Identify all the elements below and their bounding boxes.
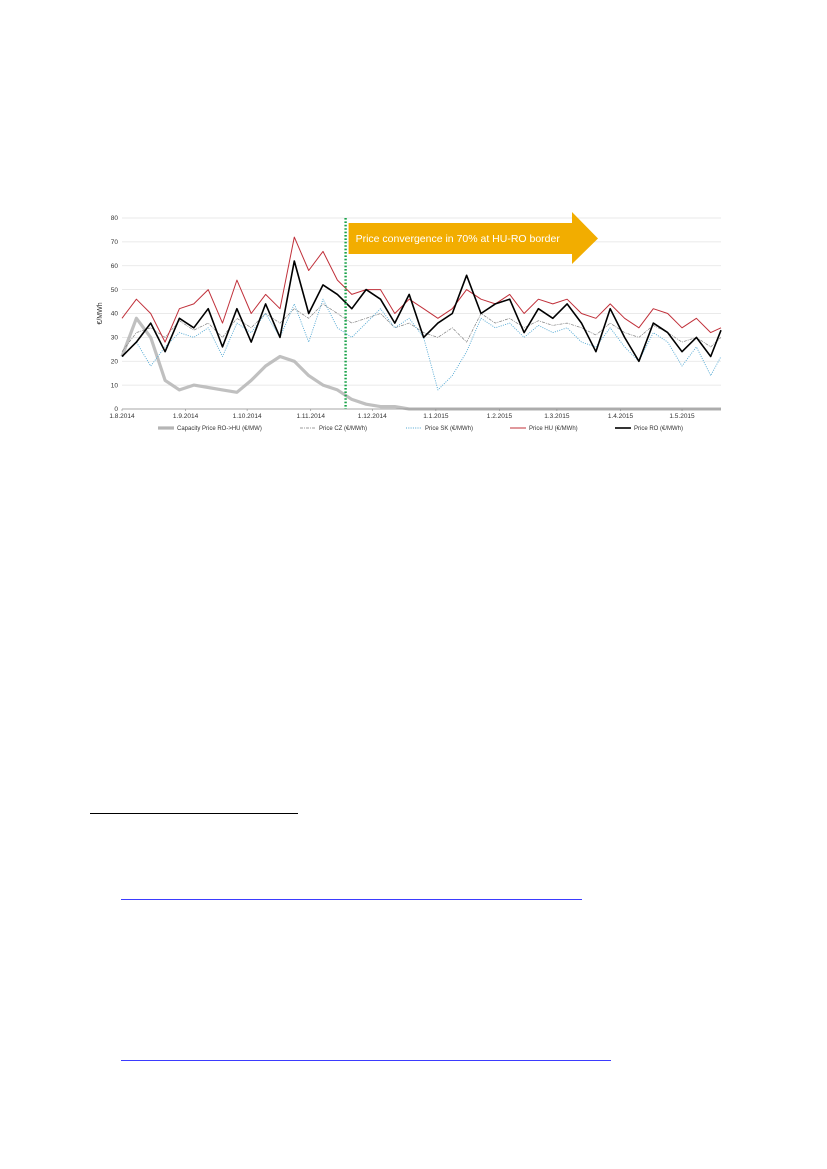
- axes: 0 10 20 30 40 50 60 70 80 1.8.2014 1.9.2014 1.10.20…: [109, 215, 721, 420]
- x-tick-label: 1.11.2014: [297, 413, 326, 420]
- legend-label-ro: Price RO (€/MWh): [634, 426, 683, 432]
- x-tick-label: 1.2.2015: [487, 413, 513, 420]
- x-tick-label: 1.3.2015: [544, 413, 570, 420]
- y-tick-label: 50: [111, 287, 119, 294]
- y-tick-label: 0: [114, 406, 118, 413]
- legend-label-cz: Price CZ (€/MWh): [319, 426, 367, 432]
- legend-label-capacity: Capacity Price RO->HU (€/MW): [177, 426, 262, 432]
- series-layer: [120, 236, 722, 411]
- y-tick-label: 20: [111, 358, 119, 365]
- x-tick-label: 1.5.2015: [669, 413, 695, 420]
- banner-arrow-shape: [348, 212, 598, 264]
- y-axis-label: €/MWh: [97, 302, 104, 324]
- series-line-hu: [121, 236, 722, 343]
- x-tick-label: 1.1.2015: [423, 413, 449, 420]
- legend: Capacity Price RO->HU (€/MW) Price CZ (€/…: [158, 426, 683, 432]
- footnote-link-1[interactable]: [121, 899, 582, 900]
- series-line-ro: [121, 260, 722, 363]
- convergence-annotation: Price convergence in 70% at HU-RO border: [356, 233, 561, 245]
- x-tick-label: 1.10.2014: [233, 413, 262, 420]
- price-chart: 0 10 20 30 40 50 60 70 80 1.8.2014 1.9.2014 1.10.20…: [97, 212, 722, 432]
- legend-label-hu: Price HU (€/MWh): [529, 426, 578, 432]
- y-tick-label: 10: [111, 382, 119, 389]
- y-tick-label: 40: [111, 311, 119, 318]
- y-tick-label: 70: [111, 239, 119, 246]
- y-tick-label: 80: [111, 215, 119, 222]
- footnote-separator: [90, 813, 298, 814]
- x-tick-label: 1.8.2014: [109, 413, 135, 420]
- x-tick-label: 1.4.2015: [608, 413, 634, 420]
- x-tick-label: 1.12.2014: [358, 413, 387, 420]
- series-line-sk: [121, 298, 722, 391]
- y-tick-label: 30: [111, 335, 119, 342]
- convergence-banner: Price convergence in 70% at HU-RO border: [348, 212, 598, 264]
- footnote-link-2[interactable]: [121, 1060, 611, 1061]
- legend-label-sk: Price SK (€/MWh): [425, 426, 473, 432]
- x-tick-label: 1.9.2014: [173, 413, 199, 420]
- series-line-cz: [121, 303, 722, 352]
- grid-lines: [122, 217, 721, 386]
- y-tick-label: 60: [111, 263, 119, 270]
